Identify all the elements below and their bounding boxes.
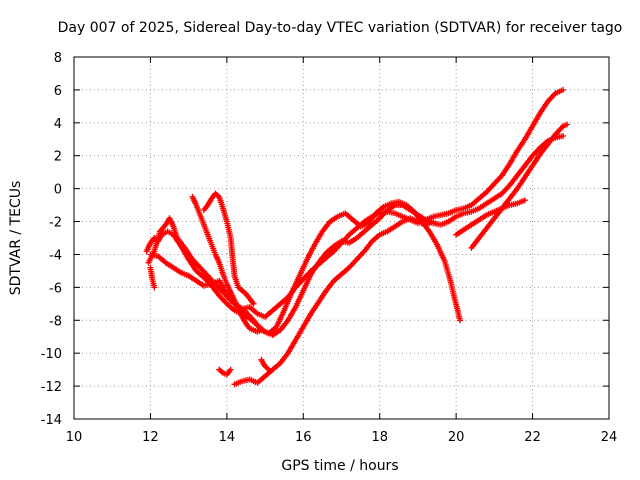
- y-tick-label: -4: [49, 248, 62, 263]
- plus-markers: [231, 215, 437, 388]
- y-tick-label: 2: [54, 150, 62, 165]
- data-series: [189, 193, 265, 335]
- x-tick-label: 12: [142, 430, 159, 445]
- y-tick-label: -12: [41, 380, 62, 395]
- y-tick-label: -2: [49, 216, 62, 231]
- data-series: [147, 86, 567, 320]
- y-axis-label: SDTVAR / TECUs: [8, 181, 24, 296]
- y-tick-label: 6: [54, 84, 62, 99]
- x-tick-label: 18: [371, 430, 388, 445]
- plus-markers: [200, 190, 257, 307]
- y-tick-label: 0: [54, 183, 62, 198]
- x-tick-label: 24: [601, 430, 618, 445]
- y-tick-label: -14: [41, 413, 62, 428]
- plot-frame: [73, 56, 610, 420]
- plus-markers: [258, 356, 272, 373]
- plus-markers: [145, 198, 463, 337]
- data-series: [231, 215, 437, 388]
- y-tick-label: -6: [49, 281, 62, 296]
- x-tick-label: 20: [448, 430, 465, 445]
- data-series: [145, 198, 463, 337]
- y-tick-label: 8: [54, 51, 62, 66]
- plus-markers: [147, 264, 158, 291]
- series-layer: [143, 86, 570, 388]
- y-tick-label: -8: [49, 314, 62, 329]
- grid-layer: [74, 57, 609, 419]
- data-series: [216, 366, 234, 378]
- y-tick-label: 4: [54, 117, 62, 132]
- plus-markers: [468, 121, 570, 251]
- x-tick-label: 10: [66, 430, 83, 445]
- plus-markers: [189, 193, 265, 335]
- plus-markers: [216, 366, 234, 378]
- data-series: [258, 356, 272, 373]
- x-tick-label: 16: [295, 430, 312, 445]
- x-tick-label: 22: [524, 430, 541, 445]
- plus-markers: [147, 86, 567, 320]
- data-series: [200, 190, 257, 307]
- data-series: [147, 264, 158, 291]
- data-series: [468, 121, 570, 251]
- chart-title: Day 007 of 2025, Sidereal Day-to-day VTE…: [58, 20, 623, 36]
- x-axis-label: GPS time / hours: [281, 458, 398, 474]
- x-tick-label: 14: [219, 430, 236, 445]
- y-tick-label: -10: [41, 347, 62, 362]
